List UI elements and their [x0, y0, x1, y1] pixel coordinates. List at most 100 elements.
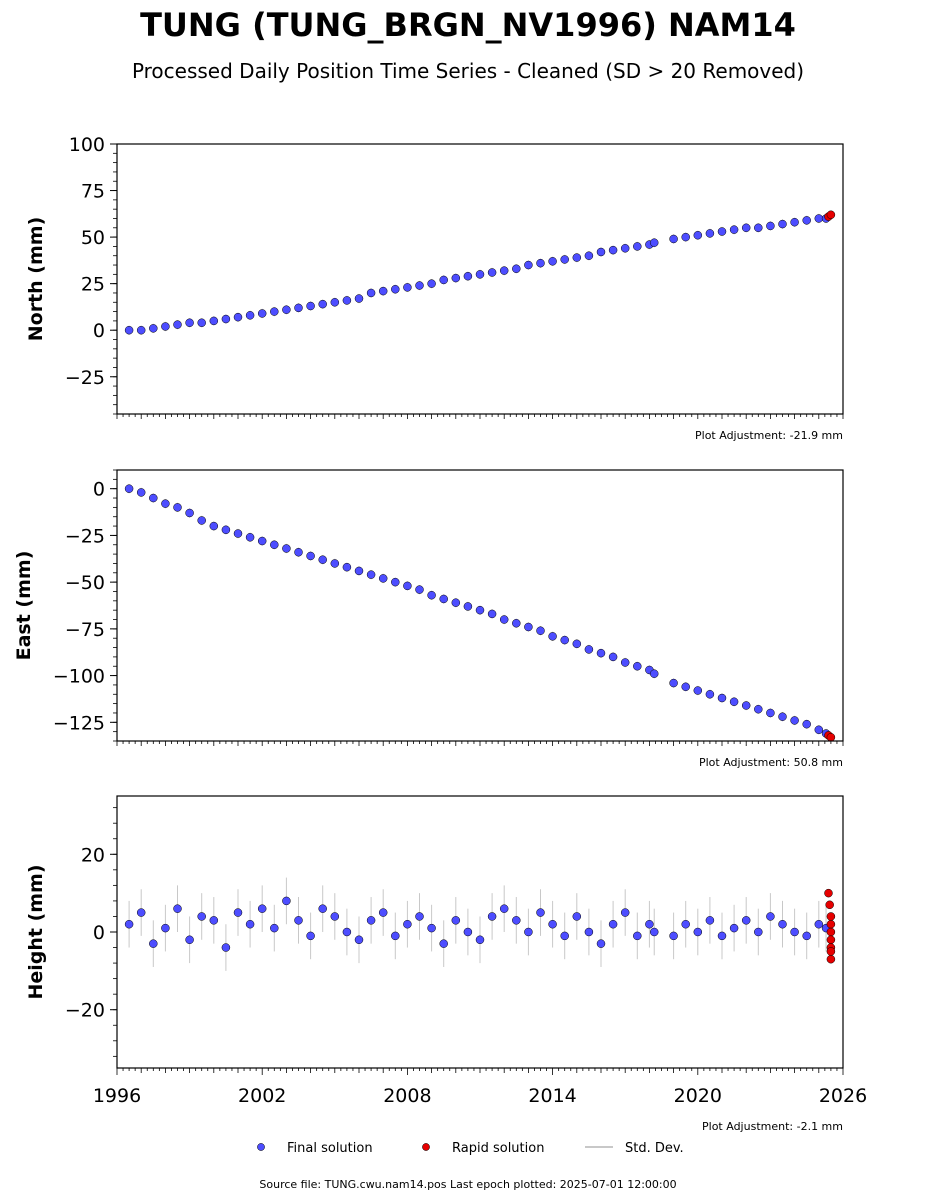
north-final-point [524, 260, 533, 270]
east-final-point [633, 661, 642, 671]
east-final-point [814, 725, 824, 735]
height-final-point [778, 919, 787, 929]
east-final-point [257, 536, 267, 546]
north-y-tick-label: 50 [81, 227, 105, 249]
height-rapid-point [826, 927, 836, 937]
east-final-point [548, 632, 557, 641]
east-final-point [294, 547, 303, 557]
source-footer: Source file: TUNG.cwu.nam14.pos Last epo… [259, 1178, 676, 1191]
east-final-point [330, 559, 340, 568]
north-final-point [548, 257, 557, 266]
north-final-point [318, 299, 327, 309]
east-final-point [754, 704, 763, 714]
east-final-point [705, 690, 715, 699]
height-final-point [548, 919, 557, 929]
east-final-point [475, 605, 485, 615]
north-final-point [439, 275, 448, 285]
height-final-point [294, 916, 303, 925]
north-final-point [342, 296, 352, 305]
east-final-point [693, 686, 703, 695]
north-final-point [330, 298, 340, 307]
east-final-point [596, 648, 606, 658]
north-final-point [560, 255, 569, 264]
east-final-point [512, 619, 521, 628]
east-final-point [427, 590, 436, 600]
east-y-tick-label: −50 [65, 572, 105, 594]
north-final-point [185, 318, 194, 328]
east-final-point [149, 493, 158, 503]
east-final-point [245, 533, 255, 542]
east-rapid-point [826, 733, 836, 741]
height-final-point [318, 904, 327, 913]
height-final-point [282, 896, 291, 906]
east-final-point [378, 574, 388, 583]
height-final-point [366, 916, 376, 925]
height-final-point [136, 908, 146, 917]
east-final-point [233, 529, 243, 538]
east-final-point [802, 719, 811, 729]
north-final-point [257, 309, 267, 318]
east-final-point [584, 645, 594, 654]
height-final-point [608, 919, 618, 929]
east-y-tick-label: −100 [53, 666, 105, 688]
north-final-point [403, 283, 412, 292]
north-final-point [270, 307, 279, 316]
height-final-point [451, 916, 461, 925]
north-final-point [802, 216, 811, 225]
east-final-point [778, 712, 787, 721]
north-final-point [741, 223, 751, 233]
height-final-point [185, 935, 194, 945]
north-final-point [136, 325, 146, 335]
east-final-point [391, 577, 400, 587]
east-final-point [649, 669, 659, 678]
east-plot-adjustment: Plot Adjustment: 50.8 mm [699, 756, 843, 769]
east-final-point [209, 521, 219, 531]
height-x-tick-label: 2026 [819, 1085, 867, 1107]
height-final-point [693, 927, 703, 937]
height-final-point [197, 912, 206, 921]
east-final-point [439, 594, 448, 604]
height-final-point [403, 919, 412, 929]
east-final-point [270, 540, 279, 550]
east-y-tick-label: 0 [93, 479, 105, 501]
east-plot-area [124, 484, 836, 741]
north-final-point [512, 264, 521, 274]
east-final-point [451, 598, 461, 607]
east-final-point [741, 701, 751, 710]
east-final-point [560, 635, 569, 645]
east-final-point [620, 658, 630, 667]
height-final-point [584, 927, 594, 937]
east-final-point [572, 639, 582, 649]
height-final-point [463, 927, 473, 937]
height-x-tick-label: 2002 [238, 1085, 286, 1107]
north-final-point [463, 271, 473, 281]
height-final-point [705, 916, 715, 925]
height-x-tick-label: 2008 [383, 1085, 431, 1107]
height-final-point [814, 919, 824, 929]
north-final-point [608, 245, 618, 255]
height-panel: −20 0 20 1996 2002 2008 2014 2020 2026 Height (mm… [25, 795, 867, 1133]
height-final-point [233, 908, 243, 917]
height-final-point [802, 931, 811, 941]
height-final-point [221, 943, 231, 952]
height-final-point [645, 919, 654, 929]
height-final-point [596, 939, 606, 948]
north-final-point [282, 305, 291, 314]
chart-title: TUNG (TUNG_BRGN_NV1996) NAM14 [140, 6, 796, 44]
north-final-point [754, 223, 763, 233]
east-final-point [197, 516, 206, 525]
north-rapid-point [826, 210, 836, 220]
north-y-tick-label: 75 [81, 181, 105, 203]
height-rapid-point [826, 947, 836, 956]
height-final-point [257, 904, 267, 913]
east-panel: −125 −100 −75 −50 −25 0 East (mm) Plot Adjustme… [13, 469, 844, 769]
east-final-point [766, 708, 775, 718]
chart-subtitle: Processed Daily Position Time Series - C… [132, 59, 804, 83]
north-final-point [536, 258, 545, 268]
east-final-point [681, 682, 690, 692]
height-final-point [391, 931, 400, 941]
north-final-point [391, 284, 400, 294]
height-final-point [536, 908, 545, 917]
height-rapid-point [826, 935, 836, 945]
